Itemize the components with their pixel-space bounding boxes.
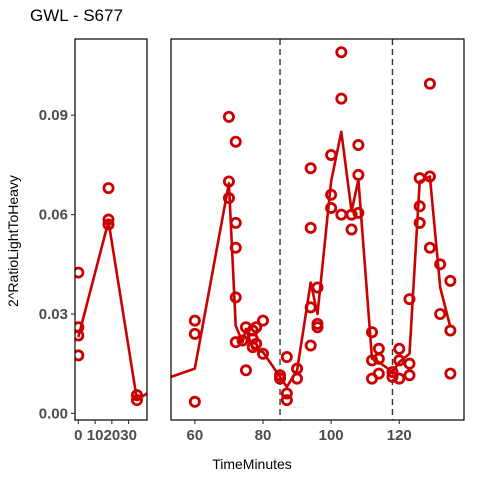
data-point (325, 188, 338, 201)
data-point (222, 175, 235, 188)
data-point (304, 301, 317, 314)
data-point (304, 221, 317, 234)
y-tick-label: 0.09 (39, 107, 68, 124)
x-tick-label: 10 (87, 427, 104, 444)
data-point (229, 336, 242, 349)
data-point (335, 46, 348, 59)
data-point (413, 200, 426, 213)
data-point (444, 274, 457, 287)
data-point (102, 213, 115, 226)
data-point (352, 139, 365, 152)
data-point (304, 339, 317, 352)
data-point (444, 367, 457, 380)
data-point (335, 208, 348, 221)
x-tick-label: 20 (103, 427, 120, 444)
data-point (229, 241, 242, 254)
x-axis-title: TimeMinutes (212, 456, 292, 472)
data-point (280, 394, 293, 407)
x-tick-label: 120 (387, 427, 412, 444)
data-point (304, 162, 317, 175)
data-point (403, 369, 416, 382)
facet-panel-2: 60 80 100 120 (170, 38, 465, 444)
facet-panels: 0 10 20 30 0.00 0.03 0.06 0.09 60 80 100 120 (39, 38, 465, 444)
y-tick-label: 0.00 (39, 405, 68, 422)
y-tick-label: 0.06 (39, 207, 68, 224)
data-point (335, 92, 348, 105)
data-point (102, 182, 115, 195)
data-point (130, 389, 143, 402)
data-point (188, 395, 201, 408)
data-point (345, 208, 358, 221)
data-point (352, 206, 365, 219)
data-point (386, 370, 399, 383)
data-point (423, 241, 436, 254)
data-point (434, 307, 447, 320)
series-line (171, 130, 452, 389)
facet-panel-1: 0 10 20 30 0.00 0.03 0.06 0.09 (39, 38, 148, 444)
data-point (325, 201, 338, 214)
data-point (423, 77, 436, 90)
data-point (434, 258, 447, 271)
data-point (423, 170, 436, 183)
x-tick-label: 100 (319, 427, 344, 444)
data-point (188, 327, 201, 340)
data-point (403, 293, 416, 306)
x-tick-label: 0 (74, 427, 82, 444)
data-point (372, 352, 385, 365)
data-point (386, 365, 399, 378)
panel-plot-area (75, 182, 147, 407)
data-point (372, 367, 385, 380)
data-point (413, 216, 426, 229)
data-point (345, 223, 358, 236)
panel-plot-area (171, 39, 457, 420)
data-point (403, 357, 416, 370)
data-point (188, 314, 201, 327)
data-point (311, 321, 324, 334)
data-point (256, 314, 269, 327)
data-point (256, 347, 269, 360)
data-point (311, 281, 324, 294)
data-point (250, 321, 263, 334)
panel-border (74, 38, 148, 421)
panel-border (170, 38, 465, 421)
x-tick-label: 80 (255, 427, 272, 444)
data-point (222, 192, 235, 205)
data-point (280, 351, 293, 364)
y-axis-title: 2^RatioLightToHeavy (5, 175, 21, 307)
data-point (280, 387, 293, 400)
data-point (229, 135, 242, 148)
data-point (352, 168, 365, 181)
data-point (325, 148, 338, 161)
data-point (291, 372, 304, 385)
x-tick-label: 30 (120, 427, 137, 444)
data-point (444, 324, 457, 337)
series-line (77, 219, 147, 402)
data-point (130, 394, 143, 407)
data-point (250, 337, 263, 350)
data-point (366, 354, 379, 367)
data-point (75, 266, 85, 279)
x-tick-label: 60 (187, 427, 204, 444)
data-point (229, 291, 242, 304)
data-point (229, 216, 242, 229)
data-point (239, 364, 252, 377)
data-point (372, 342, 385, 355)
y-tick-label: 0.03 (39, 306, 68, 323)
data-point (274, 372, 287, 385)
data-point (413, 172, 426, 185)
data-point (366, 326, 379, 339)
data-point (75, 329, 85, 342)
data-point (393, 372, 406, 385)
data-point (102, 218, 115, 231)
data-point (393, 354, 406, 367)
data-point (75, 349, 85, 362)
data-point (222, 110, 235, 123)
data-point (393, 342, 406, 355)
chart-title: GWL - S677 (30, 6, 123, 25)
